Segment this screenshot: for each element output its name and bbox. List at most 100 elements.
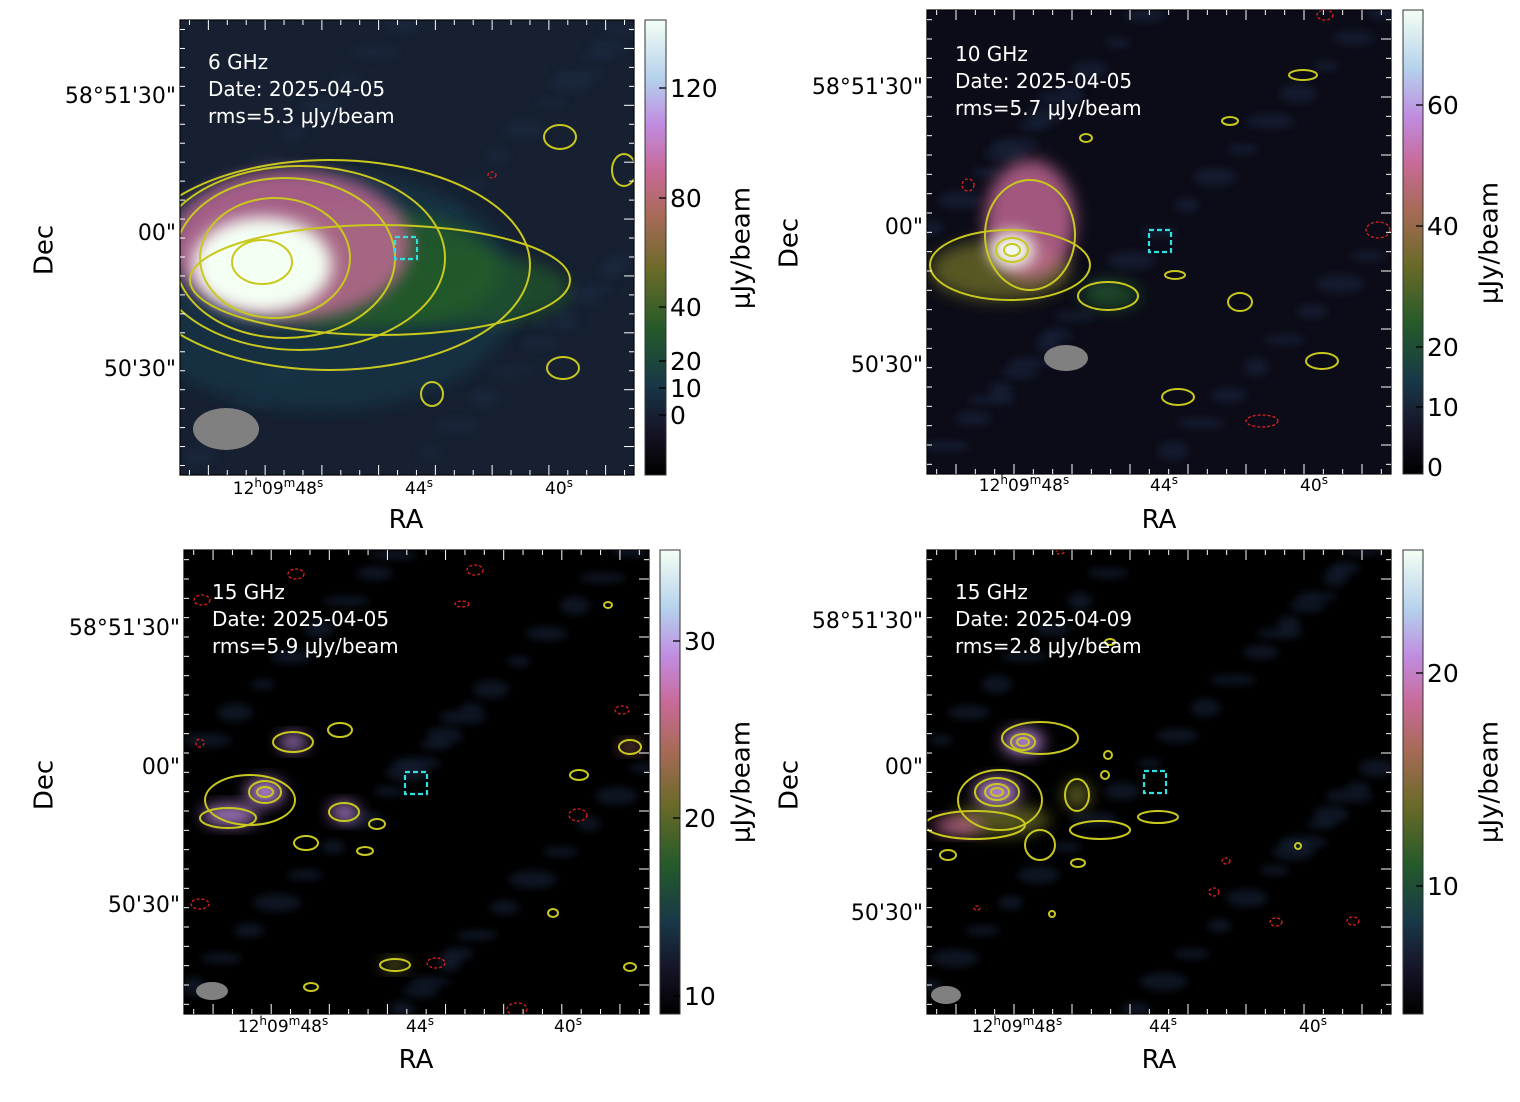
noise-patch xyxy=(286,869,323,880)
noise-patch xyxy=(1359,759,1391,778)
panel-annotation: 6 GHz xyxy=(208,50,268,74)
x-tick-label: 12h​09m​48s​ xyxy=(233,476,324,499)
contour xyxy=(356,846,374,856)
contour xyxy=(1161,388,1195,406)
colorbar xyxy=(1402,9,1424,475)
noise-patch xyxy=(251,679,276,690)
panel-annotation: 15 GHz xyxy=(955,580,1028,604)
negative-contour xyxy=(454,600,470,608)
noise-patch xyxy=(403,983,440,998)
panel-annotation: Date: 2025-04-05 xyxy=(212,607,389,631)
contour xyxy=(293,835,319,851)
noise-patch xyxy=(1105,37,1130,48)
noise-patch xyxy=(437,953,462,972)
contour xyxy=(974,777,1020,807)
emission-map xyxy=(927,550,1391,1014)
negative-contour xyxy=(973,905,981,911)
emission-blob xyxy=(381,959,409,971)
noise-patch xyxy=(1190,698,1221,717)
noise-patch xyxy=(390,1000,415,1014)
y-tick-label: 00" xyxy=(885,215,923,240)
noise-patch xyxy=(1174,197,1199,212)
y-axis-label: Dec xyxy=(30,225,60,275)
contour xyxy=(1164,270,1186,280)
panel-annotation: rms=5.9 μJy/beam xyxy=(212,634,399,658)
y-axis-label: Dec xyxy=(30,760,60,810)
y-tick-label: 50'30" xyxy=(108,893,180,918)
negative-contour xyxy=(1365,221,1391,239)
noise-patch xyxy=(1034,621,1071,636)
noise-patch xyxy=(332,74,363,85)
contour xyxy=(1024,829,1056,861)
noise-patch xyxy=(967,394,1016,405)
colorbar-tick-label: 10 xyxy=(1427,872,1459,901)
y-tick-label: 00" xyxy=(885,755,923,780)
noise-patch xyxy=(439,710,487,725)
beam-ellipse xyxy=(196,982,228,1000)
noise-patch xyxy=(1263,334,1306,345)
colorbar-tick-label: 0 xyxy=(1427,453,1443,482)
noise-patch xyxy=(269,649,312,664)
negative-contour xyxy=(1221,857,1231,865)
noise-patch xyxy=(1243,645,1280,660)
emission-blob xyxy=(1003,730,1043,754)
noise-patch xyxy=(559,596,590,615)
noise-patch xyxy=(1366,10,1391,19)
axes-frame xyxy=(179,19,635,476)
noise-patch xyxy=(600,22,634,37)
noise-patch xyxy=(1280,84,1317,103)
noise-patch xyxy=(417,447,442,458)
x-tick-label: 40s​ xyxy=(1299,1014,1327,1037)
colorbar-tick-label: 10 xyxy=(670,374,702,403)
contour xyxy=(984,783,1010,801)
noise-patch xyxy=(1086,568,1129,579)
noise-patch xyxy=(485,149,510,164)
contour xyxy=(929,229,1091,301)
y-tick-label: 50'30" xyxy=(851,353,923,378)
contour xyxy=(1079,133,1093,143)
noise-patch xyxy=(373,786,404,797)
noise-patch xyxy=(351,44,400,59)
noise-patch xyxy=(1193,168,1236,187)
contour xyxy=(420,381,444,407)
contour xyxy=(180,165,446,351)
contour xyxy=(368,818,386,830)
contour xyxy=(603,601,613,609)
negative-contour xyxy=(1269,917,1283,927)
noise-patch xyxy=(1107,251,1156,270)
negative-contour xyxy=(466,564,484,576)
y-tick-label: 58°51'30" xyxy=(812,609,923,634)
emission-blob xyxy=(1063,781,1091,809)
panel-annotation: Date: 2025-04-09 xyxy=(955,607,1132,631)
contour xyxy=(1305,352,1339,370)
noise-patch xyxy=(303,619,334,638)
contour xyxy=(328,802,360,822)
noise-patch xyxy=(1207,918,1232,933)
noise-patch xyxy=(1244,358,1269,377)
colorbar xyxy=(1402,549,1424,1015)
noise-patch xyxy=(525,626,568,641)
noise-patch xyxy=(566,290,603,305)
x-tick-label: 12h​09m​48s​ xyxy=(972,1014,1063,1037)
contour xyxy=(1001,721,1079,755)
contour xyxy=(984,179,1076,291)
contour xyxy=(1010,733,1036,751)
noise-patch xyxy=(927,441,970,452)
noise-patch xyxy=(299,97,342,116)
emission-blob xyxy=(1080,280,1140,310)
contour xyxy=(379,958,411,972)
contour xyxy=(231,239,293,285)
noise-patch xyxy=(369,550,418,560)
noise-patch xyxy=(253,893,301,912)
noise-patch xyxy=(928,735,953,746)
colorbar-tick-label: 30 xyxy=(684,627,716,656)
contour xyxy=(256,786,274,798)
noise-patch xyxy=(1210,388,1247,403)
noise-patch xyxy=(435,417,478,432)
emission-blob xyxy=(192,217,332,313)
y-tick-label: 00" xyxy=(138,221,176,246)
noise-patch xyxy=(281,126,306,141)
contour xyxy=(1137,810,1179,824)
noise-patch xyxy=(1297,304,1328,319)
